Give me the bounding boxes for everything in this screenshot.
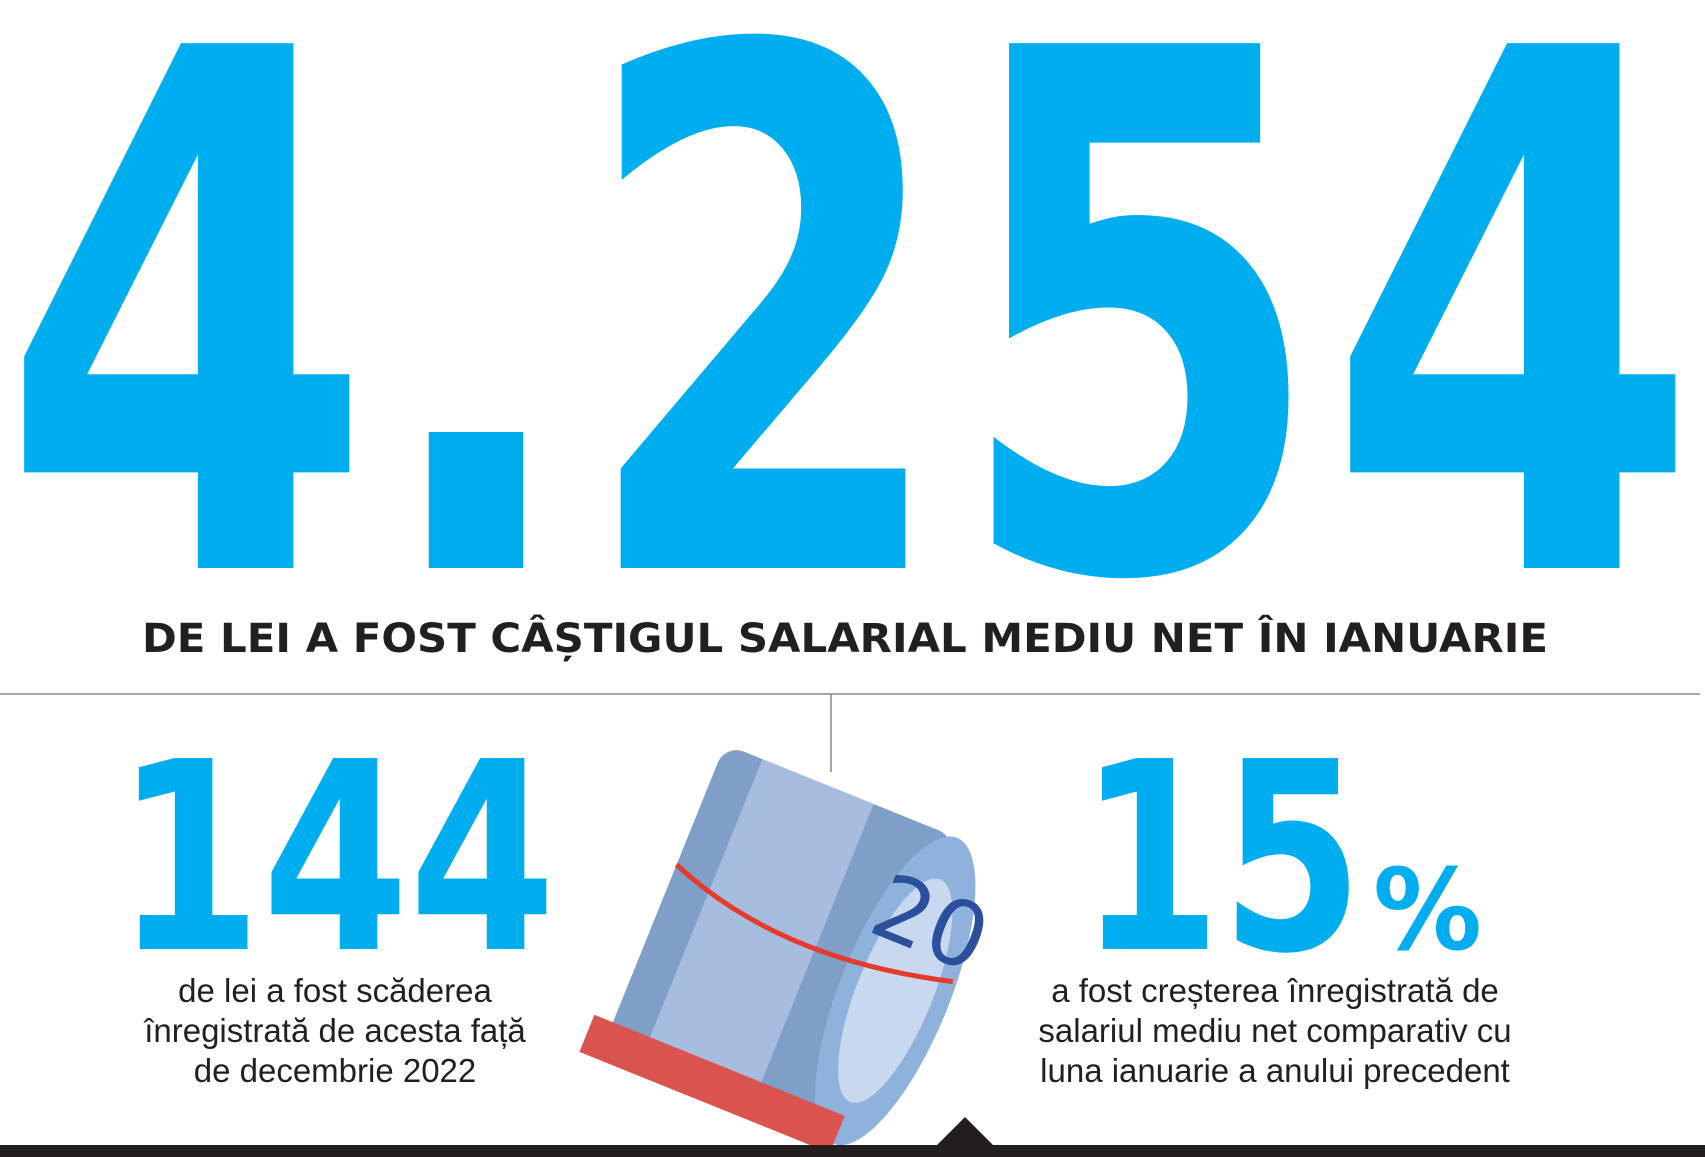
- right-text: salariul mediu net comparativ cu: [1038, 1012, 1511, 1049]
- right-number: 15: [1079, 706, 1363, 1011]
- left-text: de lei a fost scăderea: [178, 972, 492, 1009]
- left-text: de decembrie 2022: [194, 1052, 477, 1089]
- bottom-bar: [0, 1145, 1705, 1157]
- left-number: 144: [115, 706, 556, 1011]
- headline-number: 4.254: [0, 0, 1700, 738]
- bottom-pointer: [937, 1117, 993, 1145]
- headline-caption: DE LEI A FOST CÂȘTIGUL SALARIAL MEDIU NE…: [142, 614, 1548, 662]
- euro-roll-illustration: 20: [579, 750, 1003, 1153]
- right-text: a fost creșterea înregistrată de: [1051, 972, 1499, 1009]
- left-text: înregistrată de acesta față: [143, 1012, 526, 1049]
- right-text: luna ianuarie a anului precedent: [1040, 1052, 1510, 1089]
- right-unit: %: [1373, 846, 1482, 976]
